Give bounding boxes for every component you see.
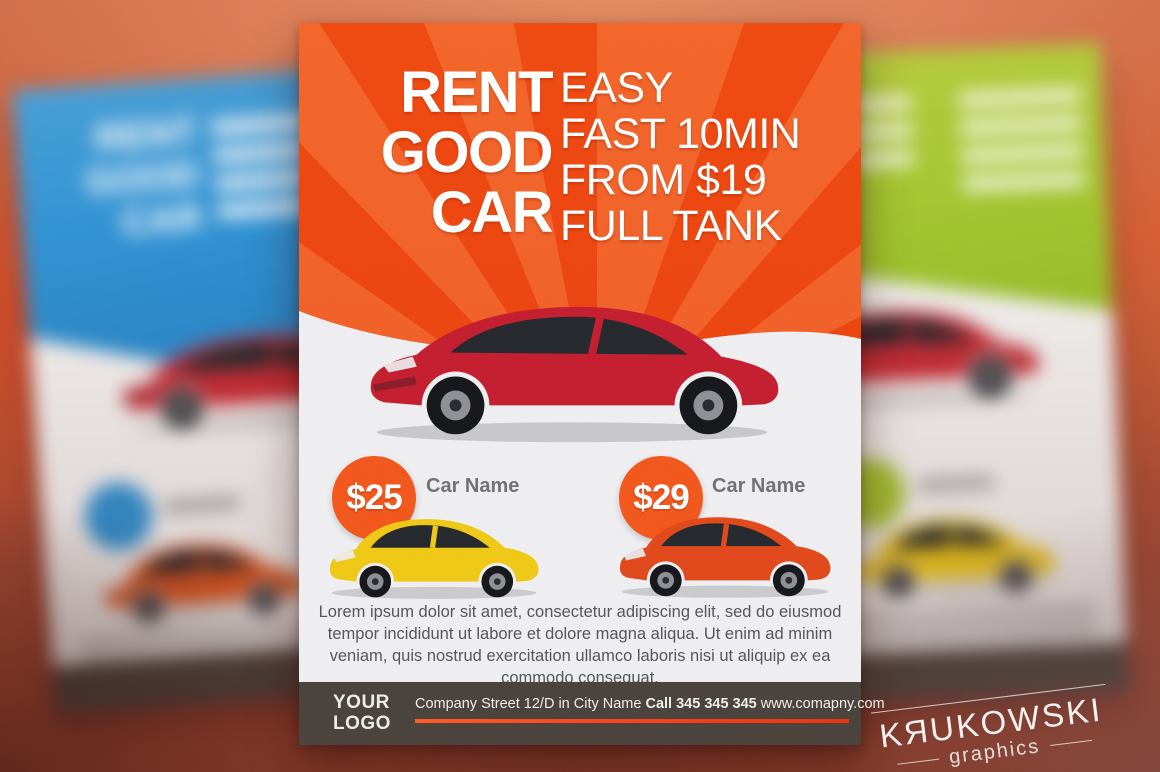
watermark-left-line: [897, 758, 940, 765]
hero-car-image: [355, 273, 793, 447]
contact-info: Company Street 12/D in City Name Call 34…: [415, 696, 885, 712]
flyer-footer: YOUR LOGO Company Street 12/D in City Na…: [299, 682, 885, 745]
flyer-description: Lorem ipsum dolor sit amet, consectetur …: [318, 603, 842, 687]
contact-block: Company Street 12/D in City Name Call 34…: [415, 696, 885, 723]
bg-flyer-blue-headline: RENT GOOD CAR: [84, 111, 204, 244]
car-name-2: Car Name: [712, 475, 806, 497]
footer-accent-line: [415, 719, 849, 723]
headline-benefit: FULL TANK: [560, 202, 782, 250]
headline-primary: RENT GOOD CAR: [299, 60, 554, 245]
watermark-right-line: [1049, 739, 1092, 747]
website-url: www.comapny.com: [760, 696, 885, 712]
headline-word: CAR: [430, 180, 554, 245]
bg-flyer-green-textbars: [959, 88, 1086, 205]
car-name-1: Car Name: [426, 475, 520, 497]
logo-placeholder: YOUR LOGO: [333, 692, 391, 734]
logo-line: YOUR: [333, 692, 390, 713]
offer-car-image-1: [321, 501, 547, 603]
headline-benefit: EASY: [560, 64, 673, 112]
offer-car-image-2: [611, 499, 839, 602]
bg-flyer-blue-name-bar: [163, 495, 241, 514]
headline-word: RENT: [400, 60, 553, 125]
bg-flyer-green-name-bar: [917, 475, 995, 492]
headline-word: GOOD: [380, 120, 554, 185]
main-flyer: RENT GOOD CAR EASY FAST 10MIN FROM $19 F…: [299, 23, 885, 745]
headline-secondary: EASY FAST 10MIN FROM $19 FULL TANK: [560, 65, 856, 249]
phone-number: Call 345 345 345: [645, 696, 757, 712]
headline-benefit: FAST 10MIN: [560, 110, 801, 158]
logo-line: LOGO: [333, 713, 391, 734]
company-address: Company Street 12/D in City Name: [415, 696, 642, 712]
headline-benefit: FROM $19: [560, 156, 767, 204]
bg-flyer-green-small-car: [843, 497, 1065, 605]
bg-flyer-blue-small-car: [92, 519, 313, 631]
